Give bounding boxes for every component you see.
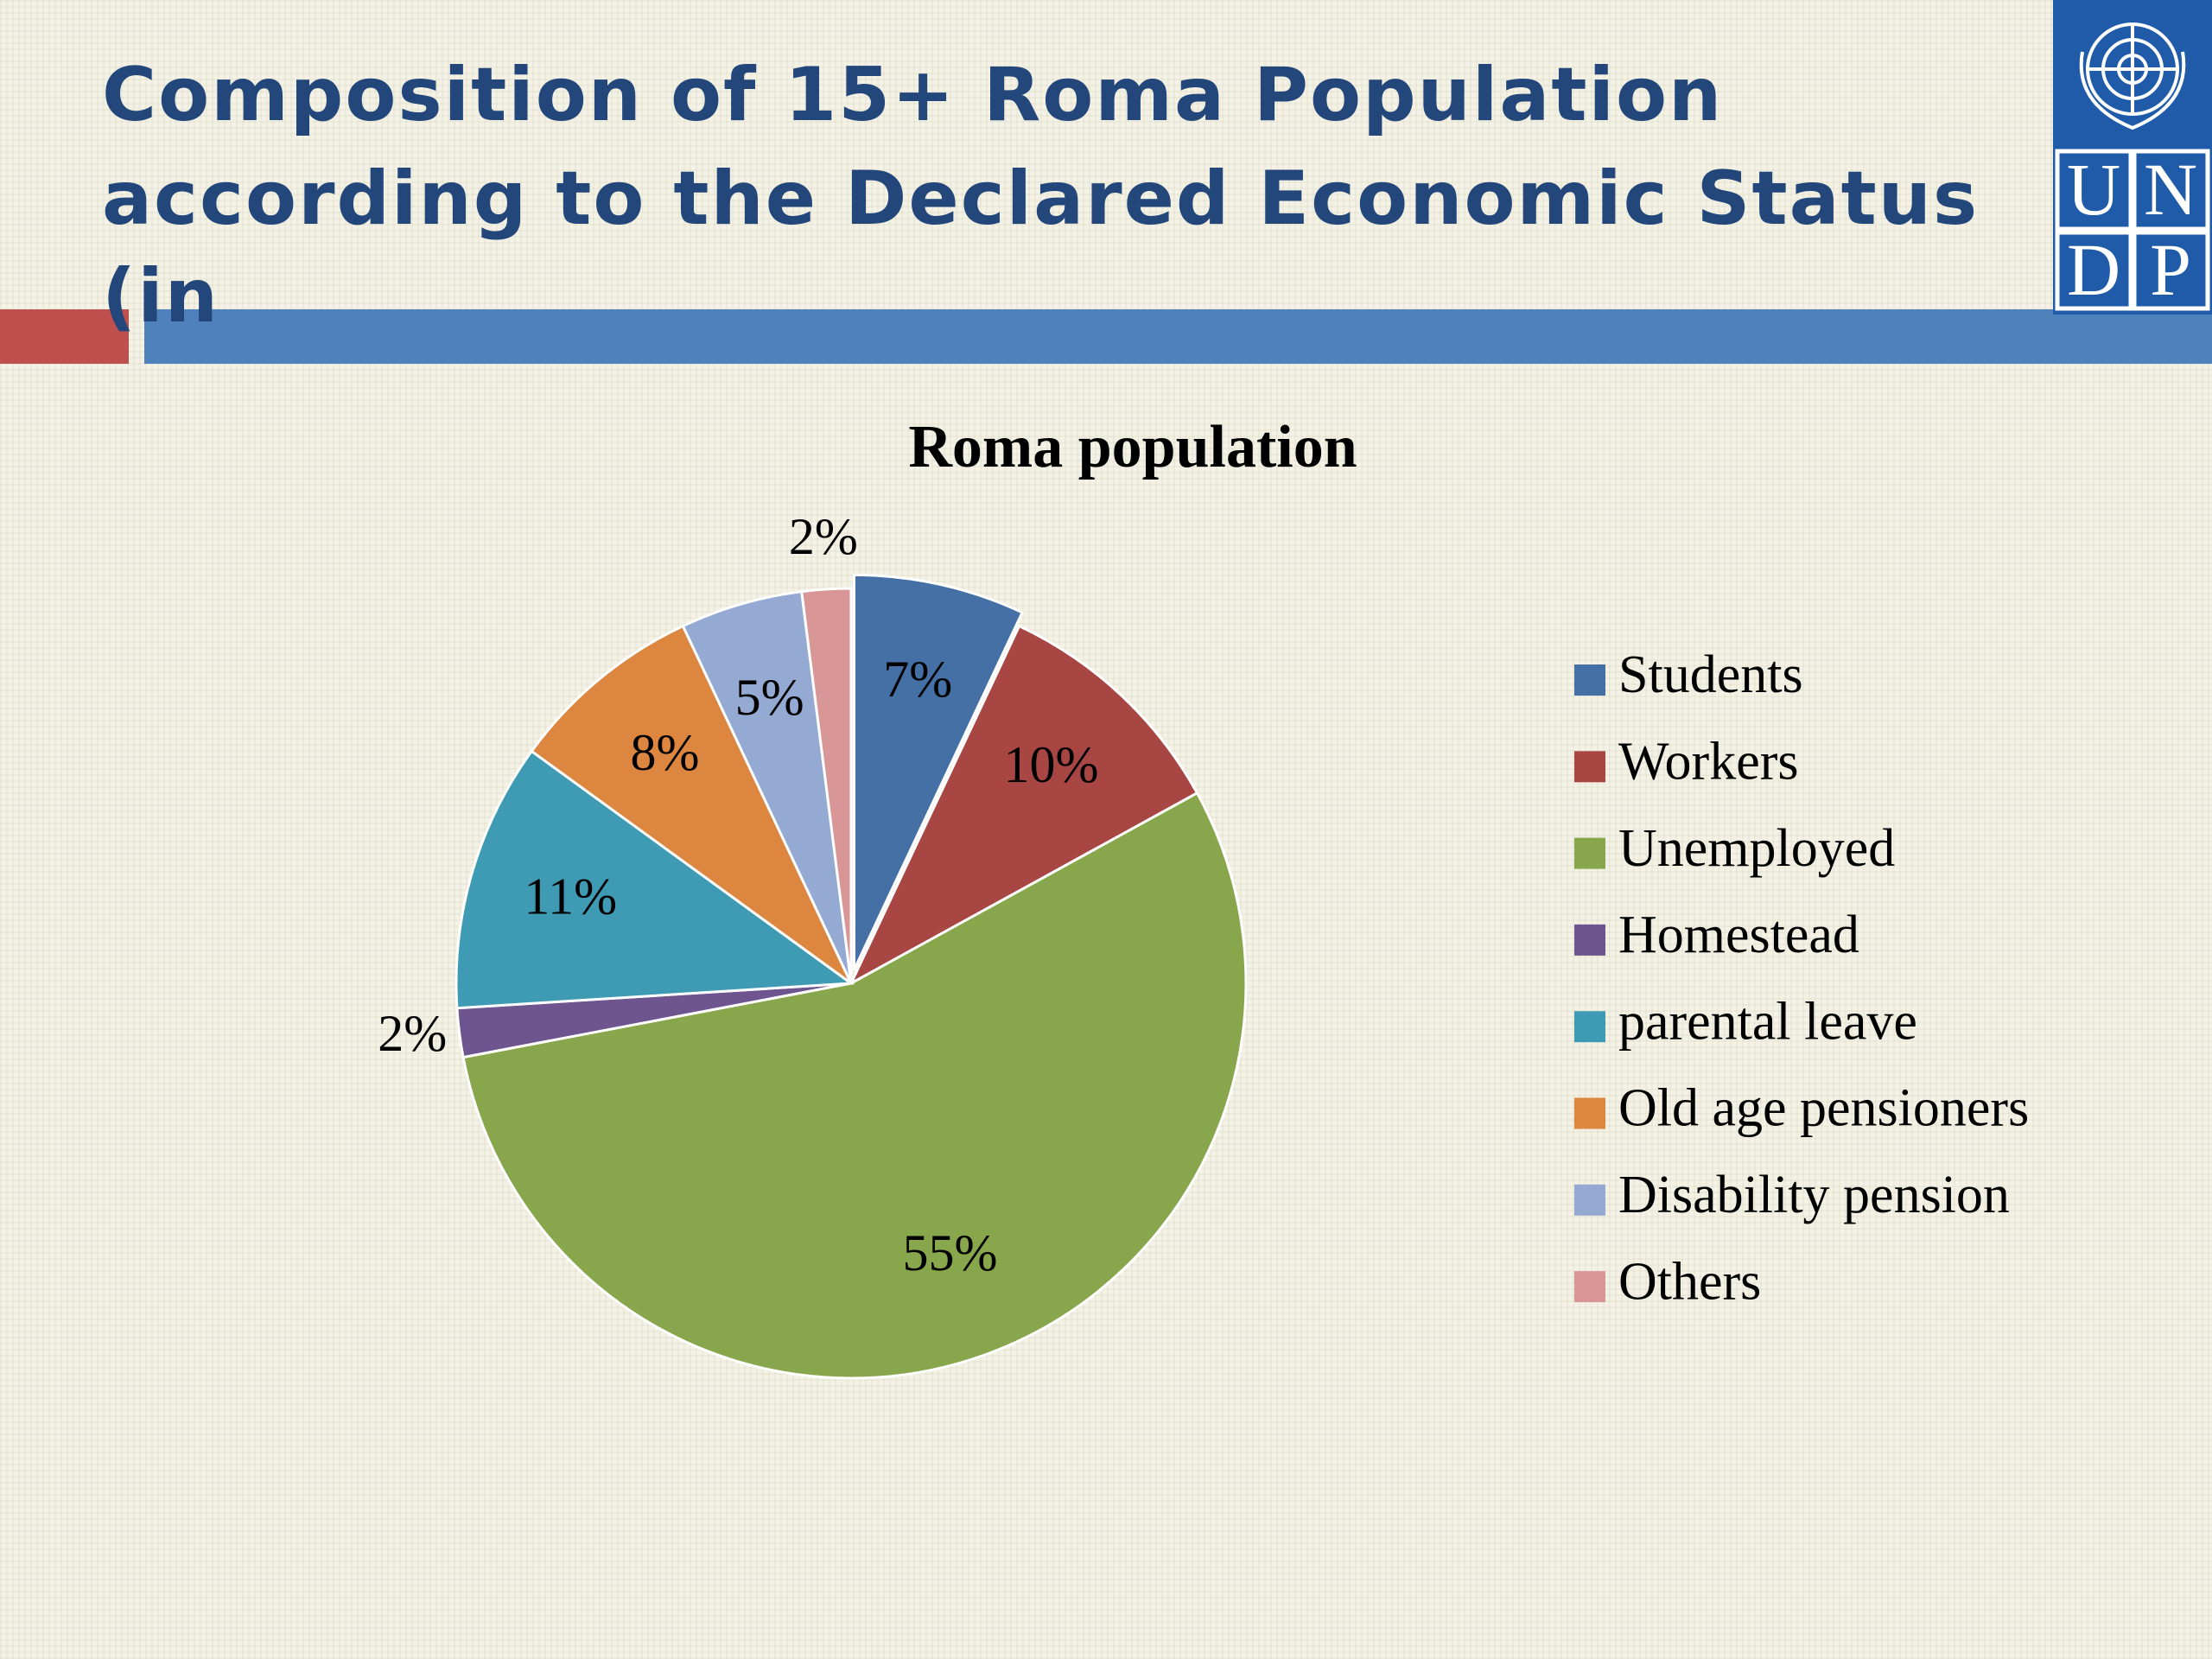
chart-title: Roma population xyxy=(908,414,1357,480)
legend-swatch xyxy=(1574,1271,1605,1303)
data-label: 10% xyxy=(1004,736,1099,793)
logo-letter: U xyxy=(2067,148,2120,231)
slide-title-line: (in xyxy=(102,253,219,340)
legend-label: Others xyxy=(1618,1252,1761,1311)
legend-swatch xyxy=(1574,1097,1605,1129)
logo-letter: P xyxy=(2150,228,2191,311)
pie-slice xyxy=(454,749,855,1010)
data-label: 11% xyxy=(524,868,617,925)
legend-swatch xyxy=(1574,1011,1605,1043)
legend-label: Homestead xyxy=(1618,906,1859,964)
legend-label: Students xyxy=(1618,645,1803,704)
logo-emblem xyxy=(2079,22,2186,130)
accent-bar-blue xyxy=(144,309,2212,364)
pie-slice xyxy=(681,589,853,984)
legend-swatch xyxy=(1574,837,1605,869)
slide-title-line: Composition of 15+ Roma Population xyxy=(102,52,1723,138)
logo-letter: D xyxy=(2067,228,2120,311)
pie-slice xyxy=(852,573,1025,971)
legend-label: Disability pension xyxy=(1618,1166,2010,1224)
data-label: 2% xyxy=(378,1005,447,1062)
slide-title-line: according to the Declared Economic Statu… xyxy=(102,156,1979,242)
legend-label: Old age pensioners xyxy=(1618,1079,2029,1138)
legend-swatch xyxy=(1574,664,1605,696)
legend-swatch xyxy=(1574,751,1605,783)
data-label: 8% xyxy=(630,724,699,781)
data-label: 7% xyxy=(883,651,952,708)
legend-swatch xyxy=(1574,1184,1605,1216)
legend-label: parental leave xyxy=(1618,992,1917,1051)
logo-letter: N xyxy=(2144,148,2197,231)
legend-swatch xyxy=(1574,924,1605,956)
data-label: 55% xyxy=(903,1224,998,1281)
pie-slice xyxy=(848,624,1199,987)
undp-logo: U N D P xyxy=(2053,0,2212,315)
pie-slice xyxy=(461,791,1248,1380)
accent-bar-red xyxy=(0,309,129,364)
pie-slice xyxy=(800,587,853,984)
data-label: 2% xyxy=(789,508,858,565)
data-label: 5% xyxy=(735,669,804,726)
legend-label: Workers xyxy=(1618,733,1799,791)
pie-slice xyxy=(530,624,853,985)
logo-grid xyxy=(2055,149,2210,311)
legend-label: Unemployed xyxy=(1618,819,1895,878)
